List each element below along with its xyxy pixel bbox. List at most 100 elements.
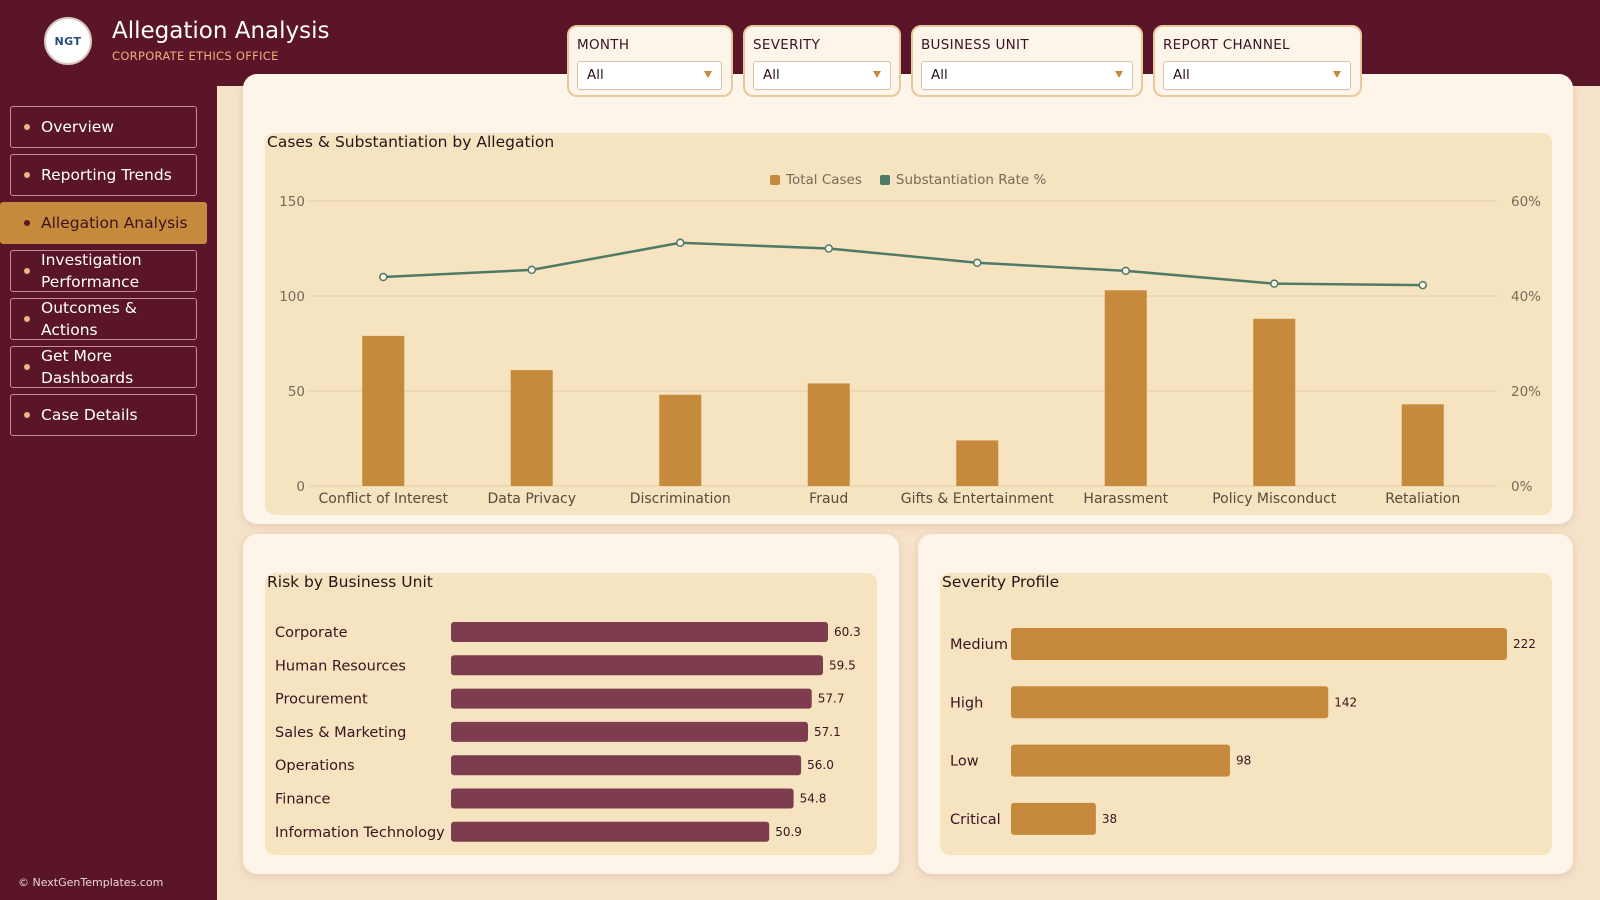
business-unit-chart-title: Risk by Business Unit [267, 573, 433, 591]
nav-item-allegation-analysis[interactable]: Allegation Analysis [0, 202, 207, 244]
filter-severity: SEVERITY All [743, 25, 901, 97]
bar-category-label: Human Resources [275, 658, 406, 674]
x-axis-tick-label: Retaliation [1385, 491, 1460, 507]
bar [1011, 686, 1329, 719]
legend-swatch [770, 175, 780, 185]
bar [451, 688, 812, 709]
bullet-icon [24, 124, 30, 130]
y-axis-tick-label: 150 [279, 194, 305, 210]
nav-item-outcomes-actions[interactable]: Outcomes & Actions [10, 298, 197, 340]
bar-total-cases [1104, 290, 1147, 486]
bar-value-label: 57.7 [818, 692, 845, 706]
company-logo: NGT [44, 17, 92, 65]
y2-axis-tick-label: 40% [1511, 289, 1541, 305]
bar-category-label: Medium [950, 637, 1008, 653]
point-substantiation-rate [1418, 280, 1427, 290]
nav-item-overview[interactable]: Overview [10, 106, 197, 148]
x-axis-tick-label: Gifts & Entertainment [901, 491, 1055, 507]
bar-total-cases [807, 383, 850, 486]
bar [451, 821, 770, 842]
bar [451, 655, 823, 676]
x-axis-tick-label: Fraud [809, 491, 848, 507]
bar-value-label: 98 [1236, 754, 1251, 768]
bar-value-label: 50.9 [775, 825, 802, 839]
y-axis-tick-label: 0 [296, 479, 305, 495]
select-value: All [931, 67, 948, 83]
filter-label: SEVERITY [753, 37, 821, 53]
filter-label: MONTH [577, 37, 630, 53]
nav-label: Reporting Trends [41, 166, 172, 184]
allegation-chart-legend: Total Cases Substantiation Rate % [770, 172, 1046, 188]
bar-category-label: Finance [275, 792, 331, 808]
select-value: All [763, 67, 780, 83]
page-subtitle: CORPORATE ETHICS OFFICE [112, 49, 279, 63]
bar-category-label: Information Technology [275, 825, 445, 841]
bullet-icon [24, 316, 30, 322]
bar-value-label: 38 [1102, 812, 1117, 826]
bar-total-cases [510, 370, 553, 486]
point-substantiation-rate [379, 272, 388, 282]
bar-category-label: Corporate [275, 625, 348, 641]
legend-item: Substantiation Rate % [895, 172, 1047, 188]
bar-value-label: 54.8 [800, 792, 827, 806]
y2-axis-tick-label: 0% [1511, 479, 1533, 495]
bar-total-cases [956, 440, 999, 486]
copyright-text: © NextGenTemplates.com [18, 876, 164, 889]
nav-label: Case Details [41, 406, 138, 424]
dropdown-arrow-icon [1333, 71, 1341, 78]
point-substantiation-rate [1270, 279, 1279, 288]
nav-label: Outcomes & Actions [41, 299, 137, 339]
bullet-icon [24, 412, 30, 418]
bar [1011, 802, 1096, 835]
severity-select[interactable]: All [753, 61, 891, 90]
dropdown-arrow-icon [704, 71, 712, 78]
nav-item-case-details[interactable]: Case Details [10, 394, 197, 436]
legend-swatch [879, 175, 890, 185]
bullet-icon [24, 220, 30, 226]
nav-item-investigation-performance[interactable]: Investigation Performance [10, 250, 197, 292]
bar-category-label: Critical [950, 812, 1001, 828]
x-axis-tick-label: Policy Misconduct [1212, 491, 1337, 507]
nav-item-reporting-trends[interactable]: Reporting Trends [10, 154, 197, 196]
point-substantiation-rate [973, 258, 982, 267]
bar-value-label: 56.0 [807, 758, 834, 772]
bullet-icon [24, 172, 30, 178]
y2-axis-tick-label: 20% [1511, 384, 1541, 400]
business-unit-select[interactable]: All [921, 61, 1133, 90]
filter-label: REPORT CHANNEL [1163, 37, 1290, 53]
bullet-icon [24, 268, 30, 274]
filter-label: BUSINESS UNIT [921, 37, 1029, 53]
month-select[interactable]: All [577, 61, 722, 90]
sidebar: Overview Reporting Trends Allegation Ana… [0, 86, 217, 900]
page-title: Allegation Analysis [112, 18, 330, 44]
report-channel-select[interactable]: All [1163, 61, 1351, 90]
bar-total-cases [362, 335, 405, 486]
bar [451, 721, 808, 742]
bar-value-label: 142 [1334, 695, 1357, 709]
bullet-icon [24, 364, 30, 370]
point-substantiation-rate [1121, 266, 1130, 276]
bar [451, 788, 794, 809]
x-axis-tick-label: Conflict of Interest [319, 491, 449, 507]
x-axis-tick-label: Discrimination [630, 491, 731, 507]
logo-text: NGT [54, 34, 82, 48]
bar [451, 755, 802, 776]
y2-axis-tick-label: 60% [1511, 194, 1541, 210]
x-axis-tick-label: Harassment [1083, 491, 1168, 507]
allegation-chart-panel [265, 133, 1552, 515]
bar-value-label: 59.5 [829, 658, 856, 672]
y-axis-tick-label: 100 [279, 289, 305, 305]
y-axis-tick-label: 50 [288, 384, 305, 400]
point-substantiation-rate [676, 238, 685, 248]
bar-category-label: Procurement [275, 692, 368, 708]
bar-value-label: 222 [1513, 637, 1536, 651]
bar-total-cases [1401, 404, 1444, 486]
nav-item-get-more-dashboards[interactable]: Get More Dashboards [10, 346, 197, 388]
x-axis-tick-label: Data Privacy [487, 491, 576, 507]
nav-label: Allegation Analysis [41, 214, 188, 232]
filter-month: MONTH All [567, 25, 733, 97]
nav-label: Overview [41, 118, 114, 136]
bar [1011, 628, 1507, 660]
